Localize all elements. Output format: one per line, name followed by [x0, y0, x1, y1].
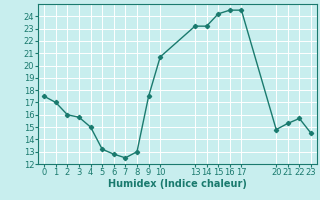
- X-axis label: Humidex (Indice chaleur): Humidex (Indice chaleur): [108, 179, 247, 189]
